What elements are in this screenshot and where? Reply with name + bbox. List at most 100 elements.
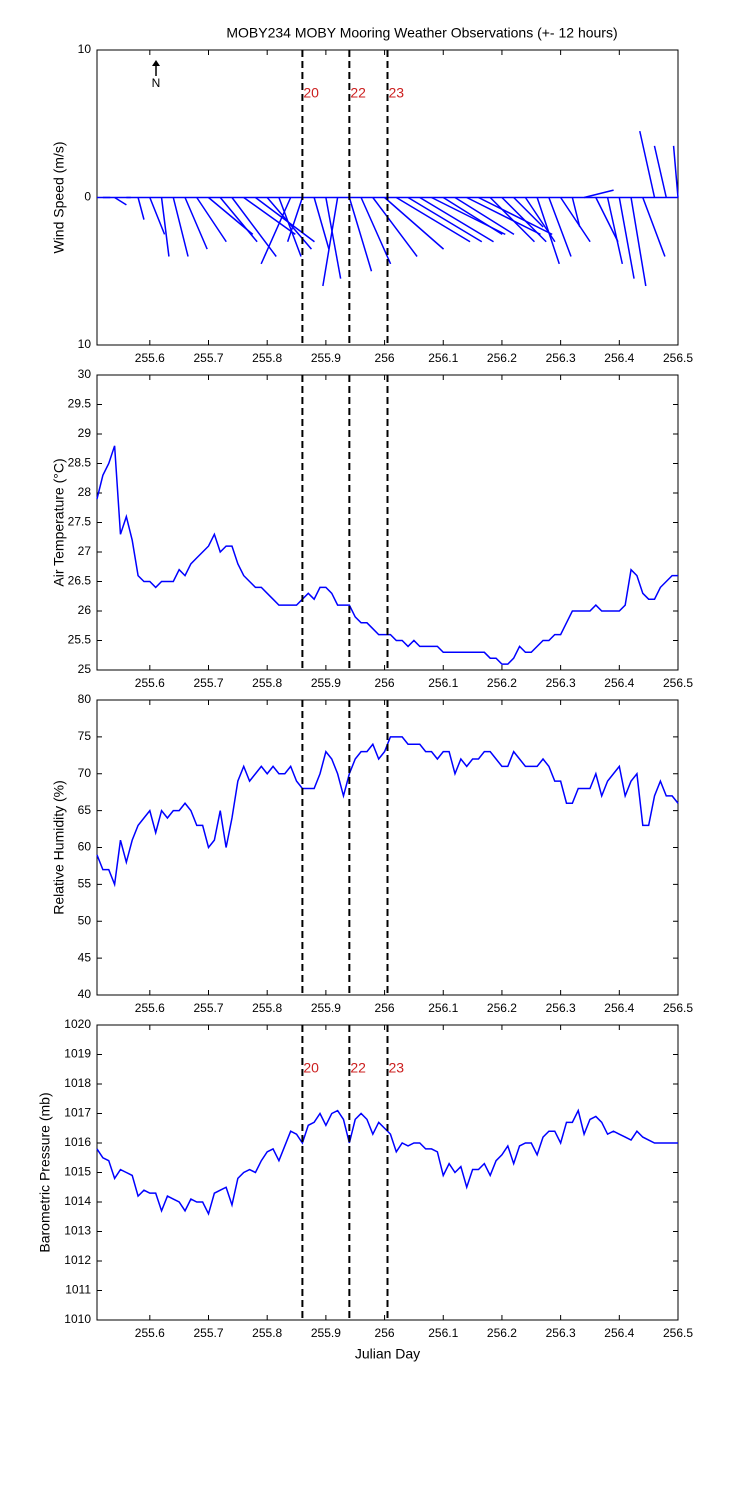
y-tick-label: 10 [78, 337, 92, 351]
x-tick-label: 256.2 [487, 351, 517, 365]
y-tick-label: 1011 [65, 1283, 91, 1297]
x-tick-label: 256.3 [546, 1326, 576, 1340]
wind-stick [560, 197, 591, 243]
event-label: 22 [350, 85, 366, 101]
data-line [96, 1108, 678, 1216]
x-tick-label: 256.5 [663, 1326, 693, 1340]
y-tick-label: 40 [78, 987, 92, 1001]
wind-stick [322, 197, 339, 287]
event-label: 23 [389, 1060, 405, 1076]
north-label: N [152, 76, 161, 90]
wind-stick [618, 197, 635, 279]
y-tick-label: 50 [78, 913, 92, 927]
x-tick-label: 255.6 [135, 1326, 165, 1340]
wind-stick [478, 196, 553, 236]
x-tick-label: 255.8 [252, 1001, 282, 1015]
wind-stick [642, 197, 666, 257]
wind-stick [243, 196, 296, 235]
y-tick-label: 70 [78, 766, 92, 780]
wind-stick [184, 197, 208, 250]
x-tick-label: 255.9 [311, 351, 341, 365]
x-tick-label: 255.8 [252, 1326, 282, 1340]
wind-stick [595, 197, 619, 243]
y-tick-label: 25.5 [68, 633, 92, 647]
y-tick-label: 1019 [64, 1047, 91, 1061]
event-label: 20 [303, 85, 319, 101]
x-tick-label: 255.6 [135, 351, 165, 365]
wind-stick [286, 197, 304, 242]
north-arrowhead [152, 60, 160, 66]
wind-stick [348, 197, 373, 272]
x-tick-label: 256.5 [663, 676, 693, 690]
wind-stick [442, 196, 503, 236]
y-tick-label: 0 [84, 190, 91, 204]
wind-stick [454, 196, 515, 236]
y-tick-label: 45 [78, 950, 92, 964]
x-axis-label: Julian Day [355, 1346, 420, 1362]
wind-stick [639, 130, 656, 198]
wind-stick [149, 197, 166, 235]
x-tick-label: 255.6 [135, 676, 165, 690]
x-tick-label: 256 [375, 351, 395, 365]
y-tick-label: 1014 [64, 1194, 91, 1208]
wind-stick [489, 196, 535, 243]
chart-title: MOBY234 MOBY Mooring Weather Observation… [226, 25, 617, 41]
x-tick-label: 256 [375, 1326, 395, 1340]
x-tick-label: 255.7 [193, 351, 223, 365]
wind-stick [653, 145, 667, 198]
y-tick-label: 26.5 [68, 574, 92, 588]
x-tick-label: 255.9 [311, 1326, 341, 1340]
x-tick-label: 256.1 [428, 1326, 458, 1340]
wind-stick [384, 196, 445, 250]
event-label: 23 [389, 85, 405, 101]
event-label: 22 [350, 1060, 366, 1076]
wind-stick [260, 197, 292, 265]
y-tick-label: 28.5 [68, 456, 92, 470]
x-tick-label: 255.7 [193, 1326, 223, 1340]
wind-stick [372, 197, 418, 257]
y-tick-label: 1016 [64, 1135, 91, 1149]
wind-stick [360, 197, 392, 265]
wind-stick [313, 197, 330, 250]
y-tick-label: 1020 [64, 1017, 91, 1031]
wind-stick [630, 197, 647, 287]
x-tick-label: 255.9 [311, 1001, 341, 1015]
wind-stick [606, 197, 624, 265]
event-label: 20 [303, 1060, 319, 1076]
x-tick-label: 256.3 [546, 1001, 576, 1015]
x-tick-label: 256.3 [546, 676, 576, 690]
wind-stick [255, 196, 315, 243]
x-tick-label: 256.1 [428, 1001, 458, 1015]
y-tick-label: 1018 [64, 1076, 91, 1090]
wind-stick [395, 196, 471, 243]
wind-stick [219, 197, 258, 243]
x-tick-label: 256.3 [546, 351, 576, 365]
y-tick-label: 75 [78, 729, 92, 743]
x-tick-label: 256.2 [487, 676, 517, 690]
wind-stick [571, 197, 581, 228]
y-tick-label: 27 [78, 544, 92, 558]
wind-stick [672, 145, 679, 198]
wind-stick [160, 197, 170, 257]
y-tick-label: 29.5 [68, 397, 92, 411]
x-tick-label: 256.5 [663, 351, 693, 365]
y-tick-label: 1017 [64, 1106, 91, 1120]
wind-stick [536, 197, 560, 265]
x-tick-label: 255.6 [135, 1001, 165, 1015]
wind-stick [137, 197, 145, 220]
y-axis-label: Barometric Pressure (mb) [37, 1092, 53, 1252]
y-tick-label: 25 [78, 662, 92, 676]
y-tick-label: 55 [78, 877, 92, 891]
x-tick-label: 256 [375, 676, 395, 690]
x-tick-label: 256.2 [487, 1001, 517, 1015]
wind-stick [419, 196, 494, 243]
y-tick-label: 26 [78, 603, 92, 617]
y-axis-label: Wind Speed (m/s) [51, 141, 67, 253]
wind-stick [501, 196, 547, 243]
wind-stick [548, 197, 572, 257]
wind-stick [172, 197, 189, 257]
y-tick-label: 65 [78, 803, 92, 817]
y-tick-label: 10 [78, 42, 92, 56]
y-tick-label: 80 [78, 692, 92, 706]
